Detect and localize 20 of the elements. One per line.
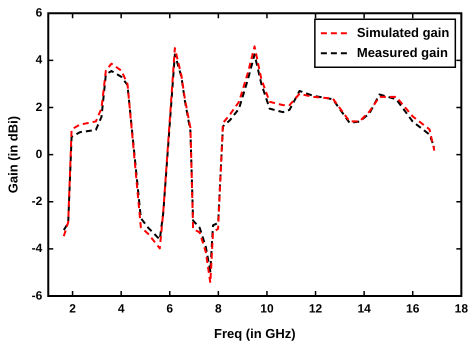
y-tick-label: -2 [32,194,43,208]
x-tick-label: 10 [260,302,274,316]
y-axis-title: Gain (in dBi) [5,116,20,194]
y-tick-label: 0 [36,146,43,161]
x-tick-label: 4 [118,302,125,316]
x-tick-label: 18 [454,302,468,316]
y-tick-label: 2 [36,100,43,114]
legend-label: Simulated gain [356,24,450,40]
x-tick-label: 8 [215,302,222,316]
x-tick-label: 16 [406,302,420,316]
x-tick-label: 12 [308,302,323,316]
x-axis-title: Freq (in GHz) [214,326,296,341]
y-tick-label: -6 [32,288,43,302]
x-tick-label: 6 [166,302,174,316]
y-tick-label: 4 [36,52,43,67]
x-tick-label: 2 [69,302,76,316]
y-tick-label: -4 [32,241,43,256]
legend-label: Measured gain [356,44,448,60]
y-tick-label: 6 [36,6,43,20]
x-tick-label: 14 [357,302,372,316]
